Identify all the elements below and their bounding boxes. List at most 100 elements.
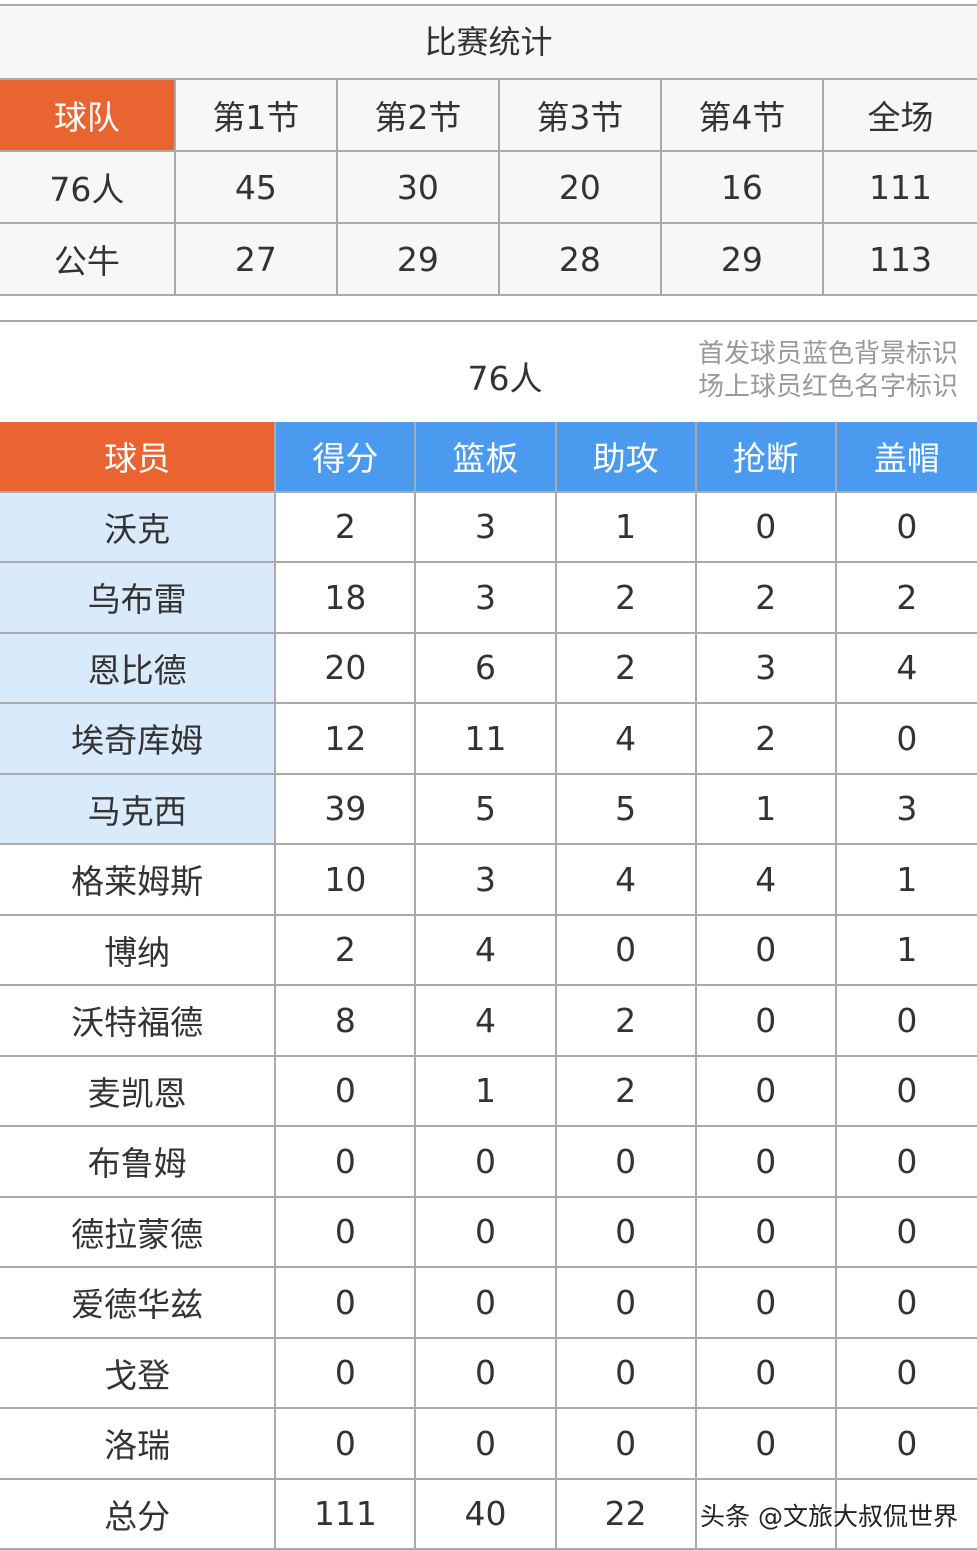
header-row: 球员得分篮板助攻抢断盖帽 bbox=[0, 422, 977, 493]
header-cell: 全场 bbox=[824, 80, 977, 150]
score-cell: 16 bbox=[662, 152, 824, 222]
player-name: 总分 bbox=[0, 1480, 276, 1549]
stat-cell: 0 bbox=[697, 1057, 837, 1126]
stat-cell: 1 bbox=[837, 916, 977, 985]
player-stats-table: 76人 首发球员蓝色背景标识 场上球员红色名字标识 球员得分篮板助攻抢断盖帽沃克… bbox=[0, 320, 977, 1550]
header-cell: 球队 bbox=[0, 80, 176, 150]
score-cell: 公牛 bbox=[0, 224, 176, 294]
stat-cell: 3 bbox=[837, 775, 977, 844]
header-cell: 第4节 bbox=[662, 80, 824, 150]
stat-cell: 0 bbox=[697, 1339, 837, 1408]
player-name: 洛瑞 bbox=[0, 1409, 276, 1478]
stat-cell: 39 bbox=[276, 775, 416, 844]
player-name: 爱德华兹 bbox=[0, 1268, 276, 1337]
stat-cell: 0 bbox=[837, 1409, 977, 1478]
score-cell: 113 bbox=[824, 224, 977, 294]
stat-cell: 0 bbox=[276, 1198, 416, 1267]
header-row: 球队第1节第2节第3节第4节全场 bbox=[0, 80, 977, 152]
player-name: 博纳 bbox=[0, 916, 276, 985]
note-starter: 首发球员蓝色背景标识 bbox=[698, 338, 958, 371]
score-cell: 76人 bbox=[0, 152, 176, 222]
header-cell: 球员 bbox=[0, 422, 276, 491]
stat-cell: 12 bbox=[276, 704, 416, 773]
stat-cell: 10 bbox=[276, 845, 416, 914]
stat-cell: 0 bbox=[416, 1127, 556, 1196]
note-oncourt: 场上球员红色名字标识 bbox=[698, 371, 958, 404]
stat-cell: 4 bbox=[416, 986, 556, 1055]
player-name: 沃克 bbox=[0, 493, 276, 562]
stat-cell: 22 bbox=[557, 1480, 697, 1549]
stat-cell: 0 bbox=[837, 986, 977, 1055]
player-name: 马克西 bbox=[0, 775, 276, 844]
score-cell: 27 bbox=[176, 224, 338, 294]
stat-cell: 2 bbox=[557, 634, 697, 703]
stat-cell: 3 bbox=[416, 493, 556, 562]
stat-cell: 0 bbox=[557, 1127, 697, 1196]
player-name: 德拉蒙德 bbox=[0, 1198, 276, 1267]
stat-cell: 3 bbox=[416, 845, 556, 914]
table-title: 比赛统计 bbox=[0, 6, 977, 80]
score-cell: 45 bbox=[176, 152, 338, 222]
score-cell: 20 bbox=[500, 152, 662, 222]
stat-cell: 0 bbox=[837, 1127, 977, 1196]
stat-cell: 0 bbox=[557, 1409, 697, 1478]
stat-cell: 0 bbox=[697, 986, 837, 1055]
stat-cell: 20 bbox=[276, 634, 416, 703]
stat-cell: 1 bbox=[557, 493, 697, 562]
stat-cell: 0 bbox=[557, 1198, 697, 1267]
stat-cell: 0 bbox=[837, 1198, 977, 1267]
stat-cell: 18 bbox=[276, 563, 416, 632]
stat-cell: 3 bbox=[697, 634, 837, 703]
header-cell: 盖帽 bbox=[837, 422, 977, 491]
stat-cell: 0 bbox=[697, 1268, 837, 1337]
score-cell: 29 bbox=[338, 224, 500, 294]
stat-cell: 111 bbox=[276, 1480, 416, 1549]
stat-cell: 0 bbox=[416, 1339, 556, 1408]
stat-cell: 0 bbox=[697, 493, 837, 562]
stat-cell: 0 bbox=[837, 1268, 977, 1337]
score-cell: 28 bbox=[500, 224, 662, 294]
player-name: 麦凯恩 bbox=[0, 1057, 276, 1126]
stat-cell: 2 bbox=[276, 916, 416, 985]
stat-cell: 4 bbox=[416, 916, 556, 985]
score-cell: 29 bbox=[662, 224, 824, 294]
header-cell: 第1节 bbox=[176, 80, 338, 150]
stat-cell: 0 bbox=[276, 1268, 416, 1337]
stat-cell: 40 bbox=[416, 1480, 556, 1549]
stat-cell: 6 bbox=[416, 634, 556, 703]
stat-cell: 0 bbox=[416, 1268, 556, 1337]
player-name: 格莱姆斯 bbox=[0, 845, 276, 914]
score-cell: 30 bbox=[338, 152, 500, 222]
stat-cell: 0 bbox=[276, 1409, 416, 1478]
stat-cell: 0 bbox=[276, 1339, 416, 1408]
header-cell: 得分 bbox=[276, 422, 416, 491]
stat-cell: 2 bbox=[837, 563, 977, 632]
legend-note: 首发球员蓝色背景标识 场上球员红色名字标识 bbox=[698, 338, 958, 404]
stat-cell: 2 bbox=[697, 704, 837, 773]
stat-cell: 5 bbox=[416, 775, 556, 844]
stat-cell: 0 bbox=[697, 1127, 837, 1196]
stat-cell: 0 bbox=[697, 1198, 837, 1267]
stat-cell: 0 bbox=[837, 704, 977, 773]
header-cell: 第3节 bbox=[500, 80, 662, 150]
stat-cell: 0 bbox=[837, 493, 977, 562]
stat-cell: 8 bbox=[276, 986, 416, 1055]
stat-cell: 0 bbox=[416, 1198, 556, 1267]
stat-cell: 4 bbox=[837, 634, 977, 703]
stat-cell: 0 bbox=[557, 916, 697, 985]
stat-cell: 1 bbox=[837, 845, 977, 914]
